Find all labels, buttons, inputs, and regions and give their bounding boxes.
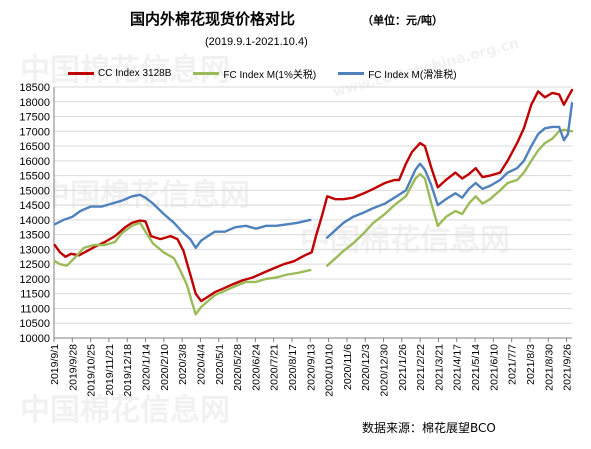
y-tick-labels: 10000 10500 11000 11500 12000 12500 13000 13500… xyxy=(19,82,50,345)
x-tick-label: 2021/4/17 xyxy=(452,344,464,391)
x-tick-label: 2020/11/6 xyxy=(342,344,354,390)
legend-item-fc-1pct: FC Index M(1%关税) xyxy=(193,66,316,81)
x-tick-label: 2020/8/17 xyxy=(287,344,299,391)
x-tick-label: 2019/11/21 xyxy=(104,344,116,396)
x-tick-label: 2020/5/1 xyxy=(214,344,226,385)
x-tick-label: 2021/1/26 xyxy=(397,344,409,391)
y-tick-label: 14500 xyxy=(19,200,50,212)
y-tick-label: 18500 xyxy=(19,82,50,94)
x-tick-label: 2021/7/7 xyxy=(507,344,519,385)
x-tick-label: 2021/6/10 xyxy=(488,344,500,391)
x-tick-label: 2020/3/8 xyxy=(177,344,189,385)
x-tick-label: 2020/4/4 xyxy=(195,344,207,385)
chart-legend: CC Index 3128B FC Index M(1%关税) FC Index… xyxy=(68,66,479,81)
y-tick-label: 10000 xyxy=(19,333,50,345)
data-source: 数据来源：棉花展望BCO xyxy=(362,421,496,435)
x-tick-label: 2021/5/14 xyxy=(470,344,482,391)
series-line-2 xyxy=(326,128,574,267)
x-tick-label: 2021/3/21 xyxy=(433,344,445,391)
y-tick-label: 15500 xyxy=(19,171,50,183)
y-tick-label: 15000 xyxy=(19,185,50,197)
y-tick-label: 13500 xyxy=(19,230,50,242)
y-tick-label: 12000 xyxy=(19,274,50,286)
series-line-0 xyxy=(53,88,574,303)
x-tick-label: 2021/2/22 xyxy=(415,344,427,391)
y-tick-label: 16500 xyxy=(19,141,50,153)
y-tick-label: 12500 xyxy=(19,259,50,271)
y-tick-label: 17000 xyxy=(19,126,50,138)
x-tick-label: 2021/8/30 xyxy=(543,344,555,391)
y-tick-label: 11500 xyxy=(20,289,50,301)
x-tick-label: 2019/9/1 xyxy=(49,344,61,385)
x-tick-label: 2020/9/13 xyxy=(305,344,317,391)
x-tick-label: 2020/10/10 xyxy=(324,344,336,397)
x-tick-label: 2020/12/30 xyxy=(379,344,391,397)
y-tick-label: 14000 xyxy=(19,215,50,227)
legend-swatch-cc xyxy=(68,72,94,75)
axes xyxy=(53,87,572,339)
x-tick-label: 2019/9/28 xyxy=(67,344,79,391)
series-lines xyxy=(53,88,574,316)
legend-swatch-fc-1pct xyxy=(193,72,220,75)
y-tick-label: 13000 xyxy=(19,244,50,256)
x-tick-label: 2021/9/26 xyxy=(562,344,574,391)
series-line-3 xyxy=(53,193,312,250)
legend-label-cc: CC Index 3128B xyxy=(98,68,172,79)
legend-item-fc-sliding: FC Index M(滑准税) xyxy=(338,66,457,81)
x-tick-label: 2020/6/24 xyxy=(250,344,262,391)
y-tick-label: 16000 xyxy=(19,156,50,168)
legend-item-cc: CC Index 3128B xyxy=(68,66,171,81)
x-tick-labels: 2019/9/1 2019/9/28 2019/10/25 2019/11/21 201… xyxy=(49,338,574,397)
x-tick-label: 2019/12/18 xyxy=(122,344,134,397)
legend-label-fc-1pct: FC Index M(1%关税) xyxy=(223,70,317,81)
x-tick-label: 2021/8/3 xyxy=(525,344,537,385)
y-tick-label: 11000 xyxy=(20,303,50,315)
y-tick-label: 17500 xyxy=(19,112,50,124)
grid-lines xyxy=(54,86,572,339)
chart-title: 国内外棉花现货价格对比 xyxy=(130,10,296,28)
x-tick-label: 2020/2/10 xyxy=(159,344,171,391)
series-line-1 xyxy=(53,221,312,316)
legend-swatch-fc-sliding xyxy=(338,72,365,75)
x-tick-label: 2020/1/14 xyxy=(141,344,153,391)
x-tick-label: 2020/7/21 xyxy=(269,344,281,391)
x-tick-label: 2020/12/3 xyxy=(360,344,372,391)
y-tick-label: 10500 xyxy=(19,318,50,330)
x-tick-label: 2020/5/28 xyxy=(232,344,244,391)
chart-unit: （单位：元/吨） xyxy=(362,14,444,27)
chart-subtitle: (2019.9.1-2021.10.4) xyxy=(205,36,308,48)
series-line-4 xyxy=(326,102,574,239)
x-tick-label: 2019/10/25 xyxy=(86,344,98,397)
y-tick-label: 18000 xyxy=(19,97,50,109)
legend-label-fc-sliding: FC Index M(滑准税) xyxy=(368,70,457,81)
